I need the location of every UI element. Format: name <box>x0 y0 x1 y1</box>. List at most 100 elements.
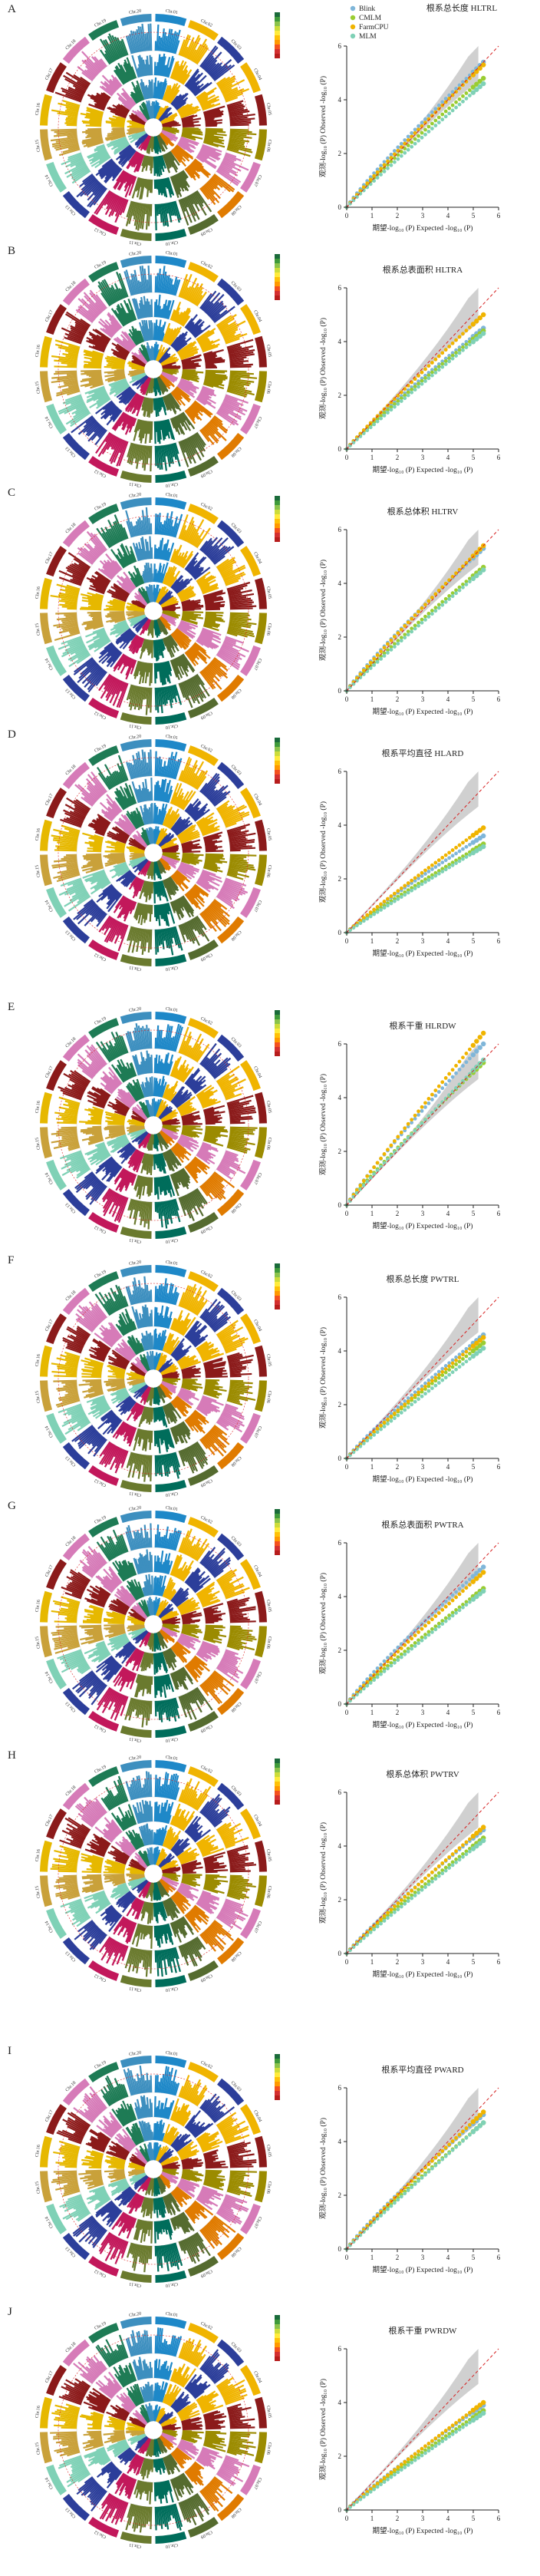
chromosome-segment <box>217 1782 245 1810</box>
qq-point <box>399 2468 403 2472</box>
qq-point <box>481 1030 486 1036</box>
figure-panel: F Chr.01 Chr.02 Chr.03 Chr.04 Chr.05 Chr.06 Chr… <box>0 1251 540 1497</box>
qq-point <box>379 2214 383 2218</box>
qq-point <box>461 841 465 845</box>
x-tick-label: 2 <box>396 454 400 461</box>
qq-point <box>450 108 455 113</box>
chromosome-segment <box>46 2203 67 2234</box>
qq-point <box>386 411 390 415</box>
qq-point <box>379 2210 383 2214</box>
density-key-cell <box>275 779 280 784</box>
chromosome-label: Chr.06 <box>265 2181 272 2194</box>
qq-point <box>396 401 400 406</box>
qq-point <box>410 2185 414 2189</box>
qq-point <box>399 399 403 403</box>
density-key-cell <box>275 17 280 21</box>
legend-label: MLM <box>359 33 377 41</box>
qq-point <box>396 1901 400 1905</box>
chromosome-label: Chr.11 <box>129 239 142 246</box>
qq-point <box>426 1882 431 1887</box>
chromosome-label: Chr.16 <box>35 2406 41 2419</box>
chromosome-segment <box>240 62 261 94</box>
qq-point <box>392 401 397 406</box>
chromosome-segment <box>120 2531 152 2544</box>
x-axis-label: 期望-log₁₀ (P) Expected -log₁₀ (P) <box>373 223 473 233</box>
qq-point <box>410 1636 414 1641</box>
x-tick-label: 0 <box>345 937 349 945</box>
chromosome-segment <box>120 1760 152 1773</box>
qq-point <box>410 1118 414 1122</box>
panel-letter: I <box>8 2045 12 2057</box>
qq-point <box>474 1843 479 1849</box>
qq-point <box>382 1659 387 1663</box>
qq-point <box>417 1891 420 1895</box>
y-tick-label: 0 <box>338 2245 342 2253</box>
qq-point <box>358 918 363 923</box>
qq-point <box>417 1109 420 1114</box>
qq-point <box>481 2120 486 2125</box>
qq-point <box>430 361 434 365</box>
qq-point <box>447 354 452 358</box>
qq-point <box>433 1088 438 1092</box>
y-tick-label: 0 <box>338 445 342 453</box>
qq-point <box>426 376 431 381</box>
chromosome-label: Chr.15 <box>35 1885 41 1898</box>
qq-point <box>464 342 469 347</box>
qq-point <box>372 2487 377 2492</box>
density-key-cell <box>275 286 280 291</box>
expected-diagonal <box>346 1043 499 1206</box>
qq-point <box>467 2410 472 2415</box>
qq-point <box>470 553 476 559</box>
qq-point <box>474 1576 479 1581</box>
density-key-cell <box>275 1514 280 1518</box>
y-tick-label: 2 <box>338 1148 342 1155</box>
chromosome-segment <box>62 916 90 944</box>
y-tick-label: 2 <box>338 391 342 399</box>
qq-point <box>389 1412 393 1415</box>
qq-point <box>406 2460 410 2465</box>
qq-point <box>436 1621 441 1626</box>
qq-point <box>470 1579 476 1584</box>
chromosome-segment <box>62 1782 90 1810</box>
qq-point <box>410 888 414 893</box>
qq-point <box>423 618 427 622</box>
qq-point <box>443 1376 448 1380</box>
chromosome-segment <box>155 1012 187 1025</box>
qq-point <box>477 2403 482 2408</box>
qq-point <box>389 638 393 642</box>
series-farmcpu <box>344 825 486 935</box>
qq-point <box>379 1423 383 1428</box>
chromosome-segment <box>46 2104 67 2135</box>
density-key-cell <box>275 1033 280 1038</box>
qq-point <box>481 1588 486 1594</box>
x-axis-label: 期望-log₁₀ (P) Expected -log₁₀ (P) <box>373 465 473 474</box>
qq-point <box>386 1916 390 1920</box>
chromosome-segment <box>187 20 219 41</box>
chromosome-label: Chr.05 <box>265 1101 272 1114</box>
chromosome-label: Chr.16 <box>35 1354 41 1367</box>
qq-point <box>443 356 448 361</box>
qq-point <box>358 1187 363 1191</box>
qq-point <box>423 2451 427 2455</box>
qq-point <box>417 881 420 886</box>
qq-point <box>413 1390 417 1395</box>
qq-point <box>426 599 431 603</box>
qq-point <box>382 1919 387 1923</box>
qq-point <box>389 152 393 157</box>
qq-title: 根系总体积 PWTRV <box>386 1769 459 1779</box>
figure-panel: E Chr.01 Chr.02 Chr.03 Chr.04 Chr.05 Chr.06 Chr… <box>0 998 540 1243</box>
qq-point <box>410 881 414 885</box>
qq-point <box>396 399 400 403</box>
qq-point <box>365 1677 370 1682</box>
qq-point <box>433 870 438 875</box>
qq-point <box>461 854 465 858</box>
density-key-cell <box>275 523 280 528</box>
qq-point <box>382 1152 387 1156</box>
qq-point <box>413 127 417 132</box>
qq-point <box>447 1372 452 1377</box>
qq-point <box>368 1681 373 1685</box>
panel-letter: B <box>8 245 16 257</box>
qq-point <box>450 848 455 852</box>
